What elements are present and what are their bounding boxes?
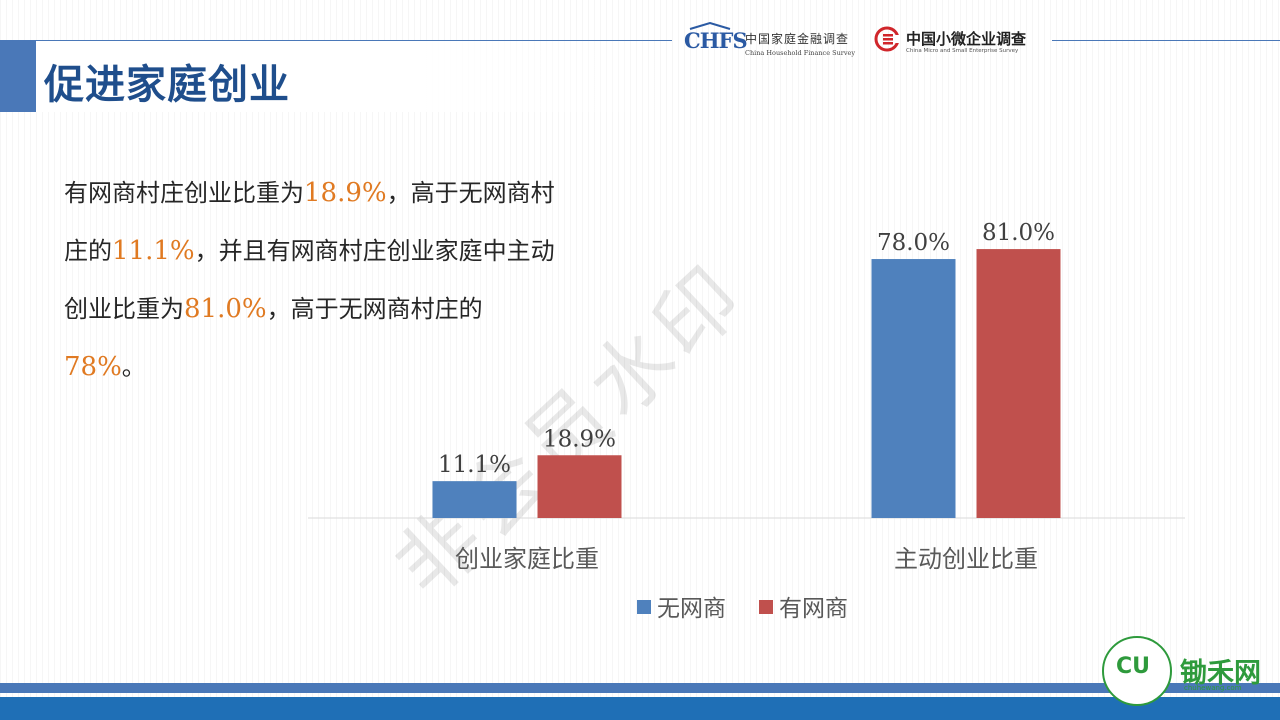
cmes-name-en: China Micro and Small Enterprise Survey <box>906 48 1019 54</box>
data-label-1-0: 78.0% <box>877 230 950 256</box>
summary-value-3: 81.0% <box>184 294 267 324</box>
chfs-name-cn: 中国家庭金融调查 <box>745 32 850 46</box>
cmes-logo: 中国小微企业调查 China Micro and Small Enterpris… <box>874 22 1049 62</box>
title-accent-block <box>0 40 36 112</box>
summary-text-5: 。 <box>121 353 146 381</box>
legend-label-0: 无网商 <box>657 596 726 622</box>
bar-1-0 <box>871 259 956 518</box>
chfs-logo: CHFS 中国家庭金融调查 China Household Finance Su… <box>684 22 856 62</box>
cmes-emblem-icon <box>874 26 900 52</box>
footer-stripe-thin <box>0 683 1280 693</box>
chuhe-logo: CU 锄禾网 chuhewang.com <box>1100 636 1280 706</box>
category-label-1: 主动创业比重 <box>894 545 1038 573</box>
data-label-1-1: 81.0% <box>982 220 1055 246</box>
bar-0-0 <box>432 481 517 518</box>
header-rule-right <box>1052 40 1280 41</box>
chuhe-name: 锄禾网 <box>1180 658 1261 689</box>
legend-label-1: 有网商 <box>779 596 848 622</box>
house-roof-icon <box>689 22 731 30</box>
title-bar <box>36 40 670 112</box>
data-label-0-0: 11.1% <box>438 452 511 478</box>
legend-swatch-0 <box>637 600 651 614</box>
summary-text-3: ，并且有网商村庄创业家庭中主动创业比重为 <box>64 237 555 323</box>
summary-value-1: 18.9% <box>304 178 387 208</box>
category-label-0: 创业家庭比重 <box>455 545 599 573</box>
bar-0-1 <box>537 455 622 518</box>
summary-value-4: 78% <box>64 352 122 382</box>
bar-1-1 <box>976 249 1061 518</box>
page-title: 促进家庭创业 <box>44 62 290 108</box>
summary-text-4: ，高于无网商村庄的 <box>266 295 483 323</box>
cmes-name-cn: 中国小微企业调查 <box>906 30 1027 48</box>
legend-swatch-1 <box>759 600 773 614</box>
summary-text-1: 有网商村庄创业比重为 <box>64 179 304 207</box>
summary-paragraph: 有网商村庄创业比重为18.9%，高于无网商村庄的11.1%，并且有网商村庄创业家… <box>64 164 564 396</box>
header-rule-left <box>36 40 672 41</box>
summary-text-2: ，高于无网商村庄的 <box>64 179 555 265</box>
chfs-name-en: China Household Finance Survey <box>745 49 856 57</box>
data-label-0-1: 18.9% <box>543 426 616 452</box>
chuhe-emblem-icon: CU <box>1102 636 1172 706</box>
summary-value-2: 11.1% <box>112 236 195 266</box>
chfs-mark: CHFS <box>684 28 748 53</box>
chuhe-url: chuhewang.com <box>1184 684 1242 692</box>
footer-stripe-thick <box>0 697 1280 720</box>
